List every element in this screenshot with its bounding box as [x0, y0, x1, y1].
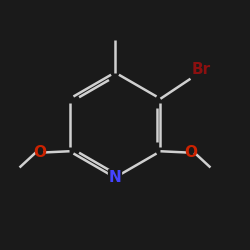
Text: O: O [184, 145, 197, 160]
Text: Br: Br [192, 62, 211, 78]
Text: O: O [33, 145, 46, 160]
Text: N: N [108, 170, 121, 185]
